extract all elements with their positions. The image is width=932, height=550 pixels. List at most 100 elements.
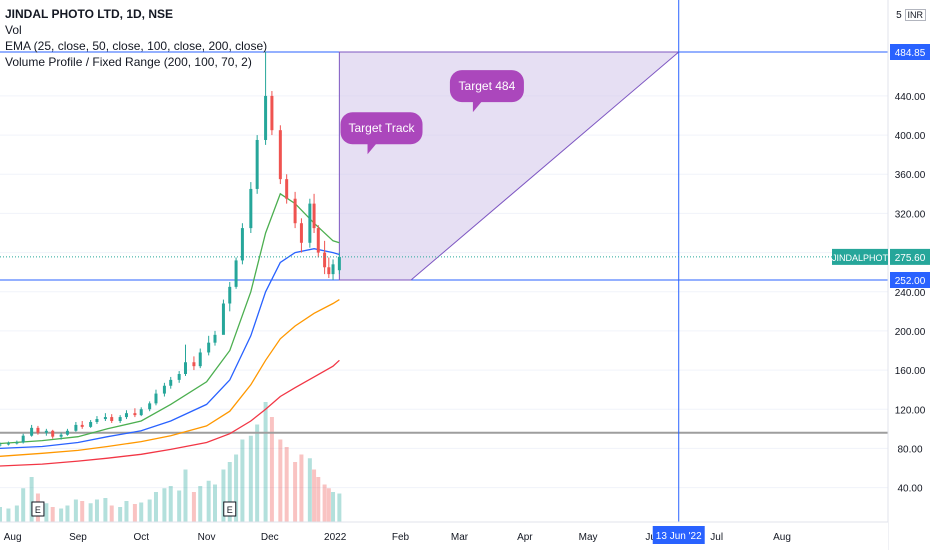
- volume-bar: [240, 439, 245, 522]
- earnings-marker-label: E: [227, 505, 233, 515]
- volume-bar: [109, 505, 114, 522]
- candle-body[interactable]: [169, 379, 173, 386]
- candle-body[interactable]: [323, 252, 327, 268]
- date-marker-box[interactable]: [652, 526, 705, 544]
- candle-body[interactable]: [299, 223, 303, 243]
- price-label-box[interactable]: [890, 44, 930, 60]
- time-axis-tick: May: [579, 532, 598, 543]
- candle-body[interactable]: [74, 424, 78, 431]
- candle-body[interactable]: [65, 430, 69, 435]
- candle-body[interactable]: [249, 188, 253, 229]
- candle-body[interactable]: [89, 421, 93, 427]
- legend-symbol-title[interactable]: JINDAL PHOTO LTD, 1D, NSE: [5, 7, 174, 21]
- volume-bar: [326, 488, 331, 522]
- earnings-marker[interactable]: [31, 501, 45, 517]
- volume-bar: [331, 492, 336, 522]
- ema-line: [0, 192, 340, 445]
- candle-body[interactable]: [221, 303, 225, 335]
- symbol-tag-box[interactable]: [832, 248, 888, 265]
- ema-line: [0, 359, 340, 467]
- time-axis-tick: Jul: [710, 532, 723, 543]
- legend-volume-profile[interactable]: Volume Profile / Fixed Range (200, 100, …: [5, 55, 252, 69]
- candle-body[interactable]: [183, 362, 187, 375]
- candle-body[interactable]: [21, 435, 25, 443]
- candle-body[interactable]: [234, 260, 238, 287]
- annotation-bubble-body: [449, 70, 524, 103]
- candle-body[interactable]: [213, 334, 217, 343]
- candle-body[interactable]: [337, 256, 341, 271]
- time-axis-tick: 2022: [324, 532, 347, 543]
- candle-body[interactable]: [30, 427, 34, 436]
- price-axis-tick: 360.00: [895, 170, 926, 181]
- annotation-bubble[interactable]: Target Track: [340, 112, 423, 155]
- candle-body[interactable]: [264, 95, 268, 140]
- candle-body[interactable]: [270, 95, 274, 131]
- volume-bar: [248, 435, 253, 522]
- candle-body[interactable]: [139, 409, 143, 416]
- candle-body[interactable]: [207, 342, 211, 353]
- candle-body[interactable]: [59, 434, 63, 437]
- candle-body[interactable]: [240, 228, 244, 261]
- candle-body[interactable]: [278, 130, 282, 180]
- legend-volume[interactable]: Vol: [5, 23, 22, 37]
- earnings-marker[interactable]: [223, 501, 237, 517]
- time-axis-tick: Feb: [392, 532, 410, 543]
- candle-body[interactable]: [154, 393, 158, 404]
- candle-body[interactable]: [293, 198, 297, 224]
- candle-body[interactable]: [285, 179, 289, 199]
- candle-body[interactable]: [177, 374, 181, 380]
- candle-body[interactable]: [198, 352, 202, 367]
- candle-body[interactable]: [118, 417, 122, 422]
- annotation-bubble-body: [340, 112, 423, 145]
- annotation-text: Target 484: [459, 79, 516, 93]
- price-label-box[interactable]: [890, 248, 930, 265]
- volume-bar: [118, 507, 123, 522]
- price-axis-tick: 200.00: [895, 327, 926, 338]
- time-axis-tick: Sep: [69, 532, 87, 543]
- volume-bar: [227, 462, 232, 522]
- candle-body[interactable]: [331, 264, 335, 275]
- candle-body[interactable]: [327, 267, 331, 275]
- candle-body[interactable]: [133, 413, 137, 416]
- volume-bar: [50, 507, 55, 522]
- annotation-bubble[interactable]: Target 484: [449, 70, 524, 113]
- volume-bar: [234, 454, 239, 522]
- annotation-bubble-tail: [367, 142, 378, 155]
- candle-body[interactable]: [80, 424, 84, 427]
- candle-body[interactable]: [316, 228, 320, 253]
- candle-body[interactable]: [162, 385, 166, 394]
- candle-body[interactable]: [228, 286, 232, 304]
- candle-body[interactable]: [255, 139, 259, 189]
- candle-body[interactable]: [103, 417, 107, 420]
- legend-ema[interactable]: EMA (25, close, 50, close, 100, close, 2…: [5, 39, 268, 53]
- volume-bar: [316, 477, 321, 522]
- price-axis-tick: 440.00: [895, 92, 926, 103]
- candle-body[interactable]: [6, 443, 10, 445]
- candle-body[interactable]: [312, 203, 316, 229]
- currency-indicator[interactable]: 5 INR: [896, 9, 926, 21]
- target-zone[interactable]: [338, 51, 681, 281]
- time-axis-background: [0, 522, 888, 550]
- candle-body[interactable]: [51, 430, 55, 437]
- candle-body[interactable]: [192, 362, 196, 367]
- candle-body[interactable]: [124, 413, 128, 418]
- candle-body[interactable]: [148, 403, 152, 410]
- candle-body[interactable]: [308, 203, 312, 243]
- candle-body[interactable]: [15, 442, 19, 444]
- price-label-box[interactable]: [890, 272, 930, 288]
- candle-body[interactable]: [110, 417, 114, 422]
- volume-bar: [29, 477, 34, 522]
- volume-bar: [299, 454, 304, 522]
- ema-line: [0, 299, 340, 457]
- candle-body[interactable]: [0, 444, 2, 446]
- candle-body[interactable]: [95, 419, 99, 422]
- volume-bar: [213, 484, 217, 522]
- date-marker-text: 13 Jun '22: [656, 531, 702, 542]
- candle-body[interactable]: [36, 427, 40, 433]
- ema-line: [0, 248, 340, 450]
- volume-bar: [312, 469, 317, 522]
- volume-bar: [124, 501, 129, 522]
- candle-body[interactable]: [44, 430, 48, 433]
